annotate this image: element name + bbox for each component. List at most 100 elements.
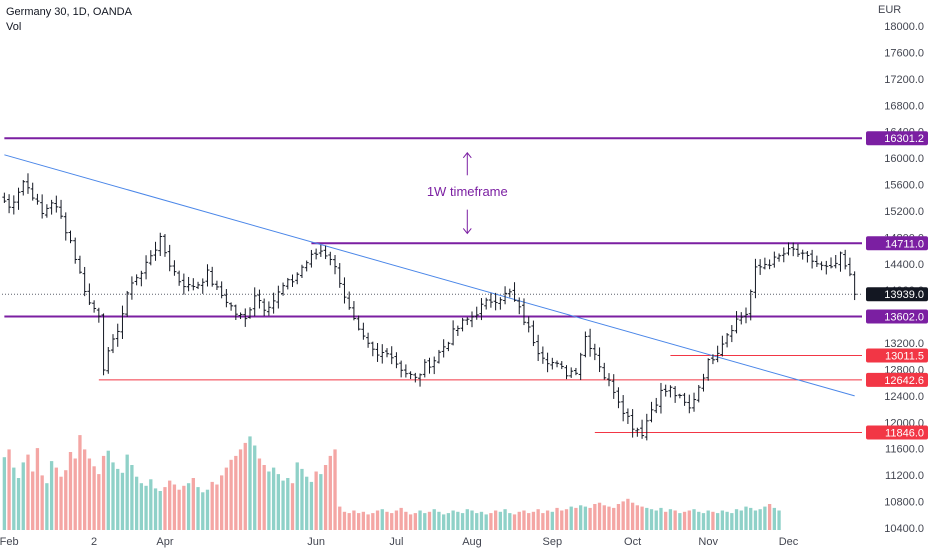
ohlc-bar (786, 242, 791, 256)
volume-bar (640, 506, 644, 530)
volume-bar (413, 513, 417, 530)
ohlc-bar (649, 401, 654, 423)
y-tick-label: 12400.0 (884, 391, 924, 403)
volume-bar (35, 448, 40, 530)
ohlc-bar (59, 199, 64, 219)
volume-bar (470, 510, 474, 530)
volume-bar (111, 462, 115, 530)
volume-bar (635, 505, 639, 530)
ohlc-bar (545, 352, 550, 373)
x-tick-label: Jun (307, 536, 325, 548)
volume-bar (54, 467, 58, 530)
price-tag-label: 13011.5 (885, 351, 924, 363)
volume-bar (87, 458, 92, 530)
ohlc-bar (366, 332, 371, 348)
ohlc-bar (30, 182, 35, 201)
volume-bar (305, 476, 309, 530)
ohlc-bar (243, 308, 248, 327)
ohlc-bar (781, 247, 786, 263)
y-tick-label: 18000.0 (884, 21, 924, 33)
ohlc-bar (432, 356, 437, 375)
volume-bar (158, 491, 162, 530)
volume-indicator-label[interactable]: Vol (6, 21, 22, 33)
ohlc-bar (342, 277, 347, 304)
ohlc-bar (734, 311, 739, 334)
volume-bar (664, 511, 668, 530)
time-axis[interactable]: Feb 2 Apr Jun Jul Aug Sep Oct Nov Dec (0, 536, 799, 548)
ohlc-bar (701, 373, 706, 392)
volume-bar (475, 513, 479, 530)
ohlc-bar (177, 270, 182, 286)
ohlc-bar (531, 320, 536, 347)
price-tag: 13602.0 (866, 309, 928, 324)
ohlc-bar (460, 317, 465, 332)
price-tag-background (866, 425, 928, 440)
volume-bar (92, 466, 96, 530)
volume-bar (560, 510, 564, 530)
volume-bar (564, 509, 569, 530)
volume-bar (375, 510, 380, 530)
ohlc-bar (224, 289, 229, 308)
volume-bar (734, 509, 739, 530)
volume-bar (215, 484, 219, 530)
price-tag-background (866, 131, 928, 146)
volume-bar (588, 507, 592, 530)
ohlc-bar (35, 193, 40, 205)
volume-bar (26, 454, 30, 530)
volume-bar (720, 510, 725, 530)
ohlc-bar (351, 301, 356, 321)
ohlc-bar (578, 352, 583, 381)
ohlc-bar (328, 251, 333, 266)
ohlc-bar (852, 271, 857, 301)
ohlc-bar (521, 298, 526, 326)
ohlc-bar (474, 306, 479, 320)
ohlc-bar (833, 255, 838, 269)
ohlc-bar (257, 289, 262, 309)
volume-bar (295, 462, 299, 530)
volume-bar (692, 509, 696, 530)
volume-bar (210, 481, 214, 530)
ohlc-bar (40, 194, 45, 219)
volume-bar (319, 474, 323, 530)
ohlc-bar (843, 249, 848, 270)
volume-bar (687, 510, 691, 530)
volume-bar (347, 513, 351, 530)
ohlc-bar (333, 255, 338, 275)
currency-label: EUR (878, 4, 901, 16)
y-tick-label: 13200.0 (884, 338, 924, 350)
y-tick-label: 15600.0 (884, 180, 924, 192)
volume-bar (290, 483, 295, 530)
ohlc-bar (16, 187, 21, 210)
price-tag-background (866, 309, 928, 324)
ohlc-bar (640, 419, 645, 439)
ohlc-bar (276, 285, 281, 309)
volume-bar (716, 513, 720, 530)
ohlc-bar (92, 300, 97, 313)
ohlc-bar (77, 255, 82, 274)
volume-bar (489, 513, 493, 530)
volume-bar (201, 492, 205, 530)
volume-bar (394, 510, 399, 530)
ohlc-bar (229, 302, 234, 311)
volume-bar (257, 458, 262, 530)
y-tick-label: 10400.0 (884, 523, 924, 535)
horizontal-levels (2, 137, 862, 433)
ohlc-bar (635, 427, 640, 437)
volume-bar (390, 513, 394, 530)
arrow-head (462, 152, 472, 159)
ohlc-bar (233, 304, 238, 320)
ohlc-bar (139, 270, 144, 287)
price-tag-background (866, 348, 928, 363)
ohlc-bar (479, 298, 484, 321)
volume-bar (191, 478, 195, 530)
ohlc-bar (753, 258, 758, 299)
volume-bar (574, 507, 578, 530)
ohlc-bar (743, 307, 748, 324)
volume-bar (220, 475, 224, 530)
volume-bar (451, 510, 455, 530)
price-axis[interactable]: EUR10400.010800.011200.011600.012000.012… (862, 0, 932, 550)
price-tag-label: 12642.6 (884, 375, 924, 387)
ohlc-bar (470, 311, 475, 328)
volume-bar (630, 502, 635, 530)
